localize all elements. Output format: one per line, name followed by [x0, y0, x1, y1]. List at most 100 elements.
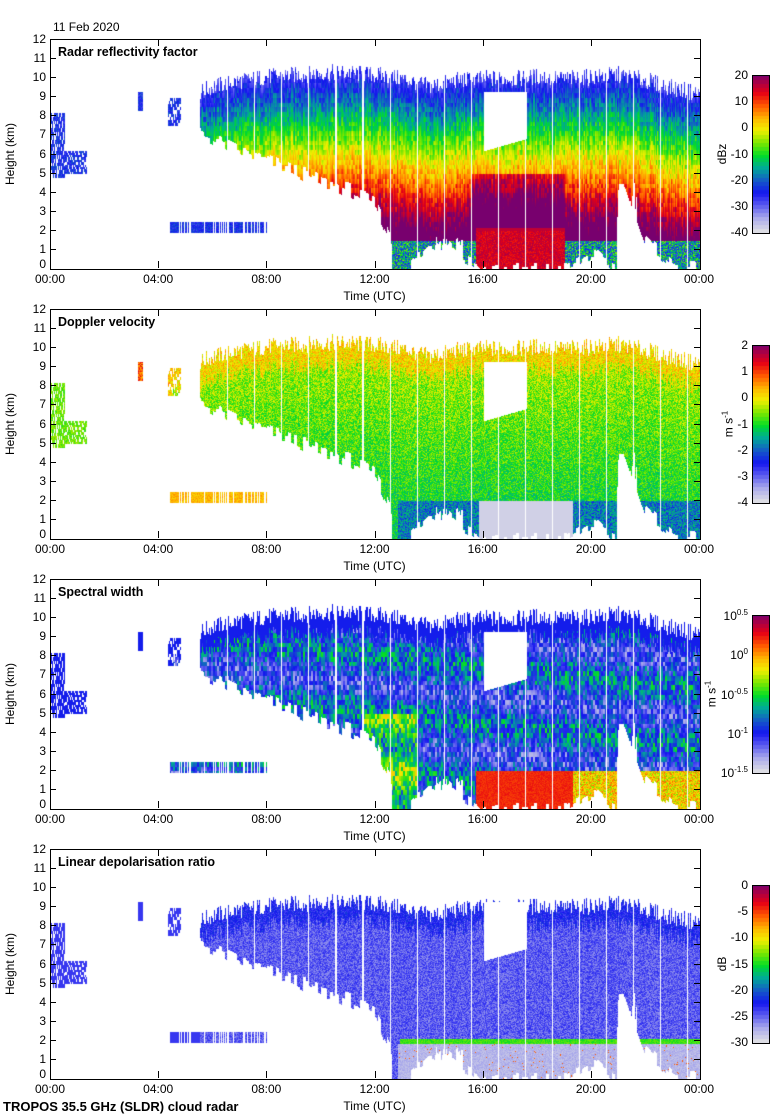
colorbar-tick-base: 10 — [730, 648, 744, 663]
x-tick-top — [374, 39, 376, 46]
x-tick-top — [158, 579, 160, 586]
y-tick — [50, 210, 56, 212]
colorbar-tick-base: 10 — [723, 609, 737, 623]
y-tick-label: 4 — [39, 184, 46, 199]
y-tick-label: 2 — [39, 492, 46, 507]
x-tick-label: 08:00 — [251, 542, 282, 556]
panel-title: Linear depolarisation ratio — [58, 855, 215, 869]
colorbar-tick-label: -10 — [708, 148, 748, 160]
y-tick — [50, 963, 56, 965]
x-tick — [158, 531, 160, 538]
y-tick-label: 5 — [39, 435, 46, 450]
colorbar-tick-base: -40 — [730, 225, 748, 239]
y-tick-right — [694, 442, 700, 444]
colorbar-tick-label: -30 — [708, 1036, 748, 1048]
y-tick-right — [694, 769, 700, 771]
y-tick-label: 9 — [39, 89, 46, 104]
y-tick — [50, 442, 56, 444]
colorbar-tick-base: -4 — [737, 495, 748, 509]
panel-reflectivity: Radar reflectivity factor 0 1 2 3 4 5 6 7 8 9 10 11 1… — [0, 33, 780, 309]
x-tick — [374, 1071, 376, 1078]
y-tick-label: 1 — [39, 781, 46, 796]
x-tick-top — [374, 579, 376, 586]
y-tick-right — [694, 636, 700, 638]
y-tick-label: 3 — [39, 203, 46, 218]
y-tick — [50, 1001, 56, 1003]
y-tick — [50, 77, 56, 79]
y-tick-label: 6 — [39, 416, 46, 431]
y-tick-label: 0 — [39, 1067, 46, 1081]
x-tick — [590, 261, 592, 268]
colorbar-spectral-width — [752, 615, 770, 774]
x-tick-label: 00:00 — [34, 1082, 66, 1096]
colorbar-tick-base: -30 — [730, 198, 748, 213]
y-tick — [50, 229, 56, 231]
y-tick-label: 4 — [39, 994, 46, 1009]
y-tick-right — [694, 906, 700, 908]
colorbar-tick-label: -40 — [708, 226, 748, 238]
colorbar-gradient — [753, 346, 769, 503]
y-tick-label: 7 — [39, 667, 46, 682]
y-tick-right — [694, 963, 700, 965]
y-tick-label: 12 — [32, 572, 46, 586]
y-tick — [50, 115, 56, 117]
y-tick-right — [694, 674, 700, 676]
colorbar-unit: m s-1 — [720, 411, 735, 437]
y-tick-right — [694, 887, 700, 889]
colorbar-tick-base: 10 — [727, 726, 741, 741]
colorbar-tick-base: 0 — [741, 390, 748, 405]
y-axis-label: Height (km) — [3, 122, 17, 186]
y-tick-right — [694, 925, 700, 927]
colorbar-tick-label: -3 — [708, 470, 748, 482]
x-tick-label: 16:00 — [467, 812, 498, 826]
colorbar-unit-base: dBz — [714, 143, 729, 165]
y-tick-right — [694, 423, 700, 425]
y-tick-right — [694, 499, 700, 501]
y-tick — [50, 982, 56, 984]
y-tick-right — [694, 982, 700, 984]
x-tick-label: 08:00 — [251, 812, 282, 826]
x-tick-top — [590, 849, 592, 856]
heatmap-reflectivity — [51, 40, 700, 269]
y-tick — [50, 693, 56, 695]
y-tick — [50, 191, 56, 193]
colorbar-unit-base: m s — [704, 687, 719, 708]
x-tick — [482, 801, 484, 808]
colorbar-tick-label: 10 — [708, 95, 748, 107]
x-tick-label: 04:00 — [143, 542, 174, 556]
x-tick — [266, 1071, 268, 1078]
y-tick-right — [694, 229, 700, 231]
x-tick-top — [266, 39, 268, 46]
y-tick-label: 5 — [39, 165, 46, 180]
x-tick-label: 12:00 — [359, 542, 390, 556]
y-tick — [50, 925, 56, 927]
panel-title: Doppler velocity — [58, 315, 156, 329]
y-tick-right — [694, 1001, 700, 1003]
y-axis-label: Height (km) — [3, 932, 17, 996]
colorbar-tick-label: 20 — [708, 69, 748, 81]
y-tick-label: 3 — [39, 473, 46, 488]
y-tick-right — [694, 153, 700, 155]
colorbar-tick-label: 10-0.5 — [708, 687, 748, 701]
y-tick — [50, 617, 56, 619]
y-tick-label: 3 — [39, 743, 46, 758]
y-tick-right — [694, 328, 700, 330]
x-tick — [590, 801, 592, 808]
y-tick-label: 6 — [39, 956, 46, 971]
x-axis-label: Time (UTC) — [343, 559, 406, 573]
colorbar-tick-base: 0 — [741, 120, 748, 135]
y-tick-right — [694, 944, 700, 946]
y-tick-label: 12 — [32, 302, 46, 316]
y-tick — [50, 868, 56, 870]
x-tick-label: 00:00 — [34, 812, 66, 826]
colorbar-tick-base: -2 — [737, 442, 748, 457]
colorbar-tick-label: 100.5 — [708, 609, 748, 623]
x-tick-top — [266, 579, 268, 586]
colorbar-tick-label: -20 — [708, 174, 748, 186]
x-tick-top — [482, 849, 484, 856]
y-tick — [50, 172, 56, 174]
heatmap-spectral-width — [51, 580, 700, 809]
colorbar-tick-base: 10 — [720, 766, 735, 780]
x-tick — [158, 1071, 160, 1078]
colorbar-tick-base: -5 — [737, 904, 748, 919]
